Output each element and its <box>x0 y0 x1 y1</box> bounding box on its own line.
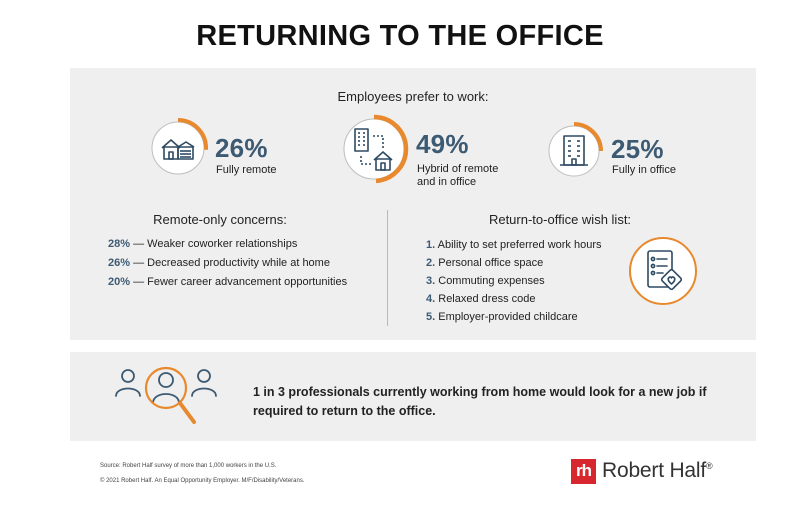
stat-fully-in-office: 25% Fully in office <box>544 121 694 187</box>
stat-label: Fully remote <box>216 164 277 176</box>
building-and-house-icon <box>337 112 411 191</box>
wish-text: Employer-provided childcare <box>438 311 578 323</box>
wish-text: Ability to set preferred work hours <box>437 239 602 251</box>
logo-name: Robert Half® <box>602 459 713 482</box>
concerns-title: Remote-only concerns: <box>153 212 287 227</box>
house-garage-icon <box>147 117 209 184</box>
insight-text: 1 in 3 professionals currently working f… <box>253 385 707 418</box>
concern-text: — Decreased productivity while at home <box>133 257 330 269</box>
concern-pct: 26% <box>108 257 131 269</box>
stat-fully-remote: 26% Fully remote <box>147 117 297 187</box>
stat-label-line-2: and in office <box>417 176 477 188</box>
logo-mark: rh <box>571 459 596 484</box>
stat-label-line-1: Hybrid of remote <box>417 163 499 175</box>
stat-pct: 49% <box>416 129 469 159</box>
prefer-heading: Employees prefer to work: <box>337 89 489 104</box>
wish-item: 1. Ability to set preferred work hours <box>426 239 602 251</box>
stat-hybrid: 49% Hybrid of remote and in office <box>337 112 507 192</box>
office-building-icon <box>544 121 604 186</box>
arc-fully-in-office <box>573 122 603 152</box>
wish-text: Relaxed dress code <box>438 293 536 305</box>
checklist-heart-icon <box>628 236 698 311</box>
arc-fully-remote <box>177 118 208 150</box>
concern-pct: 28% <box>108 238 131 250</box>
wish-text: Personal office space <box>438 257 544 269</box>
wish-text: Commuting expenses <box>438 275 545 287</box>
wishlist-title: Return-to-office wish list: <box>488 212 632 227</box>
source-note: Source: Robert Half survey of more than … <box>100 463 277 469</box>
stat-label: Fully in office <box>612 164 676 176</box>
concern-item: 28% — Weaker coworker relationships <box>108 238 297 250</box>
arc-hybrid <box>373 114 409 184</box>
wish-num: 5. <box>426 311 436 323</box>
column-divider <box>387 210 388 326</box>
concern-text: — Weaker coworker relationships <box>133 238 298 250</box>
copyright-note: © 2021 Robert Half. An Equal Opportunity… <box>100 478 305 484</box>
wish-num: 4. <box>426 293 436 305</box>
wish-item: 5. Employer-provided childcare <box>426 311 578 323</box>
concern-item: 26% — Decreased productivity while at ho… <box>108 257 330 269</box>
people-magnifier-icon <box>112 360 222 441</box>
concern-pct: 20% <box>108 276 131 288</box>
wish-item: 4. Relaxed dress code <box>426 293 535 305</box>
wish-num: 3. <box>426 275 436 287</box>
concern-text: — Fewer career advancement opportunities <box>133 276 348 288</box>
wish-item: 2. Personal office space <box>426 257 543 269</box>
page-title: RETURNING TO THE OFFICE <box>196 20 604 52</box>
stat-pct: 26% <box>215 133 268 163</box>
wish-item: 3. Commuting expenses <box>426 275 545 287</box>
concern-item: 20% — Fewer career advancement opportuni… <box>108 276 347 288</box>
wish-num: 1. <box>426 239 436 251</box>
stat-pct: 25% <box>611 134 664 164</box>
wish-num: 2. <box>426 257 436 269</box>
